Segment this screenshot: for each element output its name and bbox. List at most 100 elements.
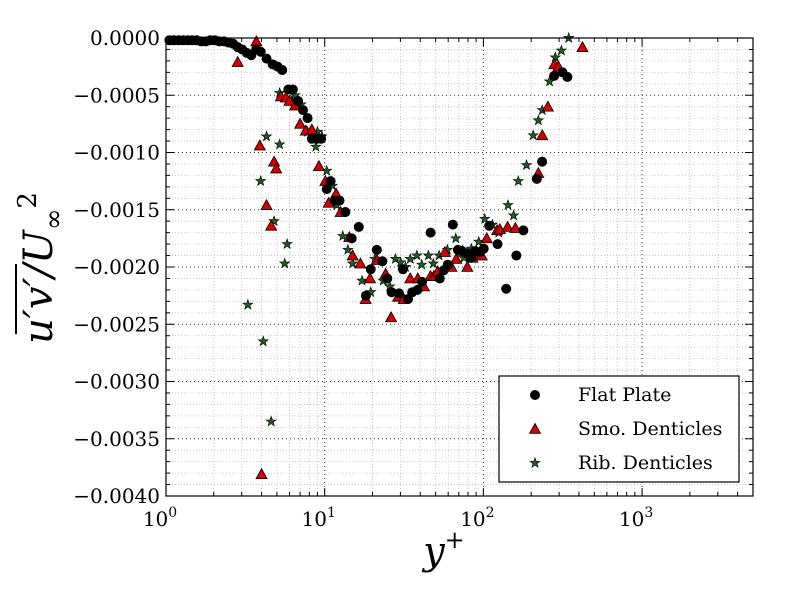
circle-data-point: [298, 105, 309, 116]
star-data-point: [254, 175, 267, 187]
star-data-point: [411, 249, 423, 261]
circle-data-point: [353, 221, 364, 232]
circle-data-point: [293, 95, 304, 106]
circle-data-point: [484, 220, 495, 231]
star-data-point: [242, 298, 254, 310]
circle-data-point: [394, 288, 405, 299]
y-tick-label: −0.0020: [73, 255, 160, 279]
star-data-point: [449, 232, 462, 244]
star-data-point: [273, 138, 286, 150]
circle-data-point: [255, 46, 266, 57]
circle-data-point: [549, 70, 560, 81]
circle-data-point: [371, 244, 382, 255]
triangle-data-point: [404, 272, 417, 284]
star-data-point: [346, 257, 359, 269]
triangle-data-point: [346, 249, 359, 261]
circle-data-point: [321, 184, 332, 195]
triangle-data-point: [267, 155, 281, 167]
star-data-point: [268, 215, 280, 227]
triangle-data-point: [501, 220, 514, 232]
circle-data-point: [434, 273, 445, 284]
x-tick-labels: 100 101 102 103: [143, 505, 653, 531]
star-data-point: [336, 229, 349, 242]
circle-data-point: [261, 53, 272, 64]
circle-data-point: [417, 276, 428, 287]
star-data-point: [415, 258, 428, 270]
triangle-data-point: [536, 129, 549, 141]
circle-data-point: [377, 256, 388, 267]
circle-data-point: [531, 173, 542, 184]
circle-data-point: [334, 195, 345, 206]
circle-data-point: [518, 225, 529, 236]
star-data-point: [422, 249, 435, 261]
triangle-data-point: [461, 260, 474, 272]
circle-data-point: [492, 239, 503, 250]
y-tick-label: −0.0025: [73, 312, 160, 336]
legend-marker-star: [529, 456, 541, 468]
triangle-data-point: [354, 257, 367, 269]
star-data-point: [427, 257, 440, 269]
triangle-data-point: [253, 139, 266, 151]
axis-ticks: [165, 37, 754, 497]
y-tick-label: −0.0010: [73, 141, 160, 165]
triangle-data-point: [450, 252, 463, 264]
y-tick-label: −0.0040: [73, 484, 160, 508]
triangle-data-point: [260, 198, 273, 210]
star-data-point: [257, 335, 270, 347]
star-data-point: [310, 140, 322, 152]
circle-data-point: [302, 113, 313, 124]
x-tick-label: 102: [460, 505, 494, 531]
circle-data-point: [562, 71, 573, 82]
star-data-point: [342, 243, 354, 255]
circle-data-point: [346, 233, 357, 244]
circle-data-point: [382, 273, 393, 284]
legend-marker-circle: [530, 389, 541, 400]
triangle-data-point: [283, 94, 296, 106]
triangle-data-point: [438, 245, 452, 257]
star-data-point: [278, 257, 291, 269]
svg-text:y+: y+: [421, 526, 465, 573]
circle-data-point: [365, 264, 376, 275]
circle-data-point: [501, 283, 512, 294]
circle-data-point: [425, 227, 436, 238]
star-data-point: [260, 130, 273, 142]
circle-data-point: [537, 156, 548, 167]
y-tick-label: −0.0035: [73, 427, 160, 451]
x-axis-title: y+: [421, 526, 465, 573]
y-tick-label: −0.0005: [73, 83, 160, 107]
star-data-point: [520, 158, 533, 171]
triangle-data-point: [264, 219, 278, 231]
circle-data-point: [478, 243, 489, 254]
star-data-point: [527, 129, 540, 141]
x-tick-label: 101: [302, 505, 336, 531]
y-tick-label: −0.0015: [73, 198, 160, 222]
triangle-data-point: [231, 55, 244, 67]
circle-data-point: [397, 264, 408, 275]
star-data-point: [281, 237, 293, 250]
star-data-point: [555, 44, 568, 56]
triangle-data-point: [541, 100, 555, 112]
circle-data-point: [412, 284, 423, 295]
circle-data-point: [287, 84, 298, 95]
circle-data-point: [316, 133, 327, 144]
circle-data-point: [325, 176, 336, 187]
star-data-point: [532, 114, 545, 126]
triangle-data-point: [255, 467, 268, 480]
star-data-point: [512, 175, 525, 187]
star-data-point: [404, 252, 417, 264]
star-data-point: [394, 256, 407, 268]
x-tick-label: 103: [619, 505, 653, 531]
triangle-data-point: [293, 117, 307, 129]
star-data-point: [478, 212, 491, 224]
y-tick-label: −0.0030: [73, 370, 160, 394]
triangle-data-point: [312, 159, 326, 172]
star-data-point: [356, 274, 368, 286]
circle-data-point: [340, 207, 351, 218]
y-tick-labels: 0.0000 −0.0005 −0.0010 −0.0015 −0.0020 −0.002…: [73, 26, 160, 508]
circle-data-point: [442, 259, 453, 270]
star-data-point: [507, 209, 520, 221]
x-tick-label: 100: [143, 505, 177, 531]
triangle-data-point: [363, 272, 377, 284]
star-data-point: [549, 51, 562, 63]
